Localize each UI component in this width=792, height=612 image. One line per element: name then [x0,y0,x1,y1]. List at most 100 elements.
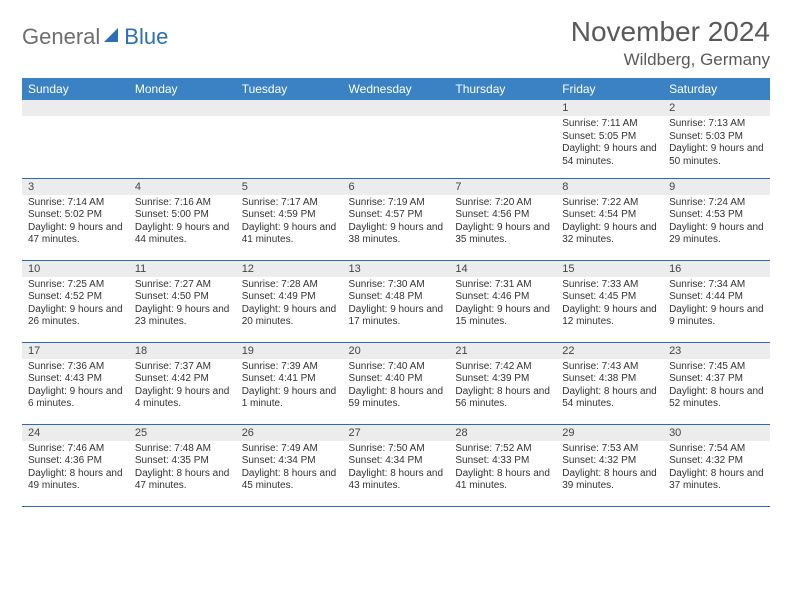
day-number: 23 [663,343,770,359]
weekday-header: Monday [129,78,236,100]
day-text: Sunrise: 7:34 AMSunset: 4:44 PMDaylight:… [663,277,770,333]
day-text: Sunrise: 7:31 AMSunset: 4:46 PMDaylight:… [449,277,556,333]
day-number: 29 [556,425,663,441]
calendar-cell: 15Sunrise: 7:33 AMSunset: 4:45 PMDayligh… [556,260,663,342]
calendar-cell: 2Sunrise: 7:13 AMSunset: 5:03 PMDaylight… [663,100,770,178]
day-number [343,100,450,116]
day-number: 2 [663,100,770,116]
day-number: 8 [556,179,663,195]
calendar-cell [22,100,129,178]
day-text: Sunrise: 7:25 AMSunset: 4:52 PMDaylight:… [22,277,129,333]
weekday-header: Wednesday [343,78,450,100]
calendar-cell: 13Sunrise: 7:30 AMSunset: 4:48 PMDayligh… [343,260,450,342]
day-text: Sunrise: 7:39 AMSunset: 4:41 PMDaylight:… [236,359,343,415]
calendar-cell: 7Sunrise: 7:20 AMSunset: 4:56 PMDaylight… [449,178,556,260]
calendar-cell: 10Sunrise: 7:25 AMSunset: 4:52 PMDayligh… [22,260,129,342]
day-number: 17 [22,343,129,359]
calendar-cell: 11Sunrise: 7:27 AMSunset: 4:50 PMDayligh… [129,260,236,342]
day-text: Sunrise: 7:20 AMSunset: 4:56 PMDaylight:… [449,195,556,251]
day-text: Sunrise: 7:22 AMSunset: 4:54 PMDaylight:… [556,195,663,251]
sail-icon [102,26,120,49]
day-number: 20 [343,343,450,359]
calendar-cell: 1Sunrise: 7:11 AMSunset: 5:05 PMDaylight… [556,100,663,178]
day-number: 26 [236,425,343,441]
calendar-cell: 21Sunrise: 7:42 AMSunset: 4:39 PMDayligh… [449,342,556,424]
day-number: 21 [449,343,556,359]
calendar-cell [449,100,556,178]
title-block: November 2024 Wildberg, Germany [571,16,770,70]
day-number: 22 [556,343,663,359]
day-number: 1 [556,100,663,116]
calendar-week: 10Sunrise: 7:25 AMSunset: 4:52 PMDayligh… [22,260,770,342]
calendar-cell: 27Sunrise: 7:50 AMSunset: 4:34 PMDayligh… [343,424,450,506]
day-number: 16 [663,261,770,277]
calendar-cell: 18Sunrise: 7:37 AMSunset: 4:42 PMDayligh… [129,342,236,424]
calendar-cell: 12Sunrise: 7:28 AMSunset: 4:49 PMDayligh… [236,260,343,342]
day-number: 14 [449,261,556,277]
day-text: Sunrise: 7:11 AMSunset: 5:05 PMDaylight:… [556,116,663,172]
calendar-body: 1Sunrise: 7:11 AMSunset: 5:05 PMDaylight… [22,100,770,506]
calendar-cell: 6Sunrise: 7:19 AMSunset: 4:57 PMDaylight… [343,178,450,260]
calendar-cell: 3Sunrise: 7:14 AMSunset: 5:02 PMDaylight… [22,178,129,260]
day-number: 11 [129,261,236,277]
weekday-header: Tuesday [236,78,343,100]
weekday-header: Friday [556,78,663,100]
day-number: 3 [22,179,129,195]
day-number: 25 [129,425,236,441]
day-text: Sunrise: 7:53 AMSunset: 4:32 PMDaylight:… [556,441,663,497]
calendar-cell: 19Sunrise: 7:39 AMSunset: 4:41 PMDayligh… [236,342,343,424]
weekday-header: Sunday [22,78,129,100]
day-number: 18 [129,343,236,359]
day-text: Sunrise: 7:54 AMSunset: 4:32 PMDaylight:… [663,441,770,497]
day-number: 4 [129,179,236,195]
calendar-cell: 29Sunrise: 7:53 AMSunset: 4:32 PMDayligh… [556,424,663,506]
day-number: 7 [449,179,556,195]
day-text: Sunrise: 7:19 AMSunset: 4:57 PMDaylight:… [343,195,450,251]
day-number: 15 [556,261,663,277]
day-text: Sunrise: 7:40 AMSunset: 4:40 PMDaylight:… [343,359,450,415]
day-text: Sunrise: 7:33 AMSunset: 4:45 PMDaylight:… [556,277,663,333]
weekday-header: Saturday [663,78,770,100]
calendar-cell: 23Sunrise: 7:45 AMSunset: 4:37 PMDayligh… [663,342,770,424]
day-text: Sunrise: 7:45 AMSunset: 4:37 PMDaylight:… [663,359,770,415]
calendar-cell: 17Sunrise: 7:36 AMSunset: 4:43 PMDayligh… [22,342,129,424]
calendar-cell: 14Sunrise: 7:31 AMSunset: 4:46 PMDayligh… [449,260,556,342]
calendar-cell [236,100,343,178]
day-text: Sunrise: 7:42 AMSunset: 4:39 PMDaylight:… [449,359,556,415]
day-text: Sunrise: 7:46 AMSunset: 4:36 PMDaylight:… [22,441,129,497]
day-text: Sunrise: 7:43 AMSunset: 4:38 PMDaylight:… [556,359,663,415]
day-number: 24 [22,425,129,441]
calendar-cell: 30Sunrise: 7:54 AMSunset: 4:32 PMDayligh… [663,424,770,506]
calendar-cell: 20Sunrise: 7:40 AMSunset: 4:40 PMDayligh… [343,342,450,424]
day-text: Sunrise: 7:50 AMSunset: 4:34 PMDaylight:… [343,441,450,497]
day-number [129,100,236,116]
day-text: Sunrise: 7:28 AMSunset: 4:49 PMDaylight:… [236,277,343,333]
day-text: Sunrise: 7:14 AMSunset: 5:02 PMDaylight:… [22,195,129,251]
day-text: Sunrise: 7:13 AMSunset: 5:03 PMDaylight:… [663,116,770,172]
day-number: 10 [22,261,129,277]
calendar-cell: 8Sunrise: 7:22 AMSunset: 4:54 PMDaylight… [556,178,663,260]
day-number: 12 [236,261,343,277]
day-text: Sunrise: 7:30 AMSunset: 4:48 PMDaylight:… [343,277,450,333]
calendar-cell: 16Sunrise: 7:34 AMSunset: 4:44 PMDayligh… [663,260,770,342]
day-number: 28 [449,425,556,441]
day-text: Sunrise: 7:27 AMSunset: 4:50 PMDaylight:… [129,277,236,333]
day-text: Sunrise: 7:48 AMSunset: 4:35 PMDaylight:… [129,441,236,497]
day-text: Sunrise: 7:36 AMSunset: 4:43 PMDaylight:… [22,359,129,415]
brand-gray: General [22,24,100,50]
weekday-header: Thursday [449,78,556,100]
day-number: 5 [236,179,343,195]
day-text: Sunrise: 7:24 AMSunset: 4:53 PMDaylight:… [663,195,770,251]
calendar-cell: 24Sunrise: 7:46 AMSunset: 4:36 PMDayligh… [22,424,129,506]
brand-blue: Blue [124,24,168,50]
calendar-cell: 9Sunrise: 7:24 AMSunset: 4:53 PMDaylight… [663,178,770,260]
calendar-week: 3Sunrise: 7:14 AMSunset: 5:02 PMDaylight… [22,178,770,260]
calendar-cell: 28Sunrise: 7:52 AMSunset: 4:33 PMDayligh… [449,424,556,506]
day-number [236,100,343,116]
calendar-cell: 26Sunrise: 7:49 AMSunset: 4:34 PMDayligh… [236,424,343,506]
calendar-cell [129,100,236,178]
calendar-table: SundayMondayTuesdayWednesdayThursdayFrid… [22,78,770,507]
day-text: Sunrise: 7:52 AMSunset: 4:33 PMDaylight:… [449,441,556,497]
day-text: Sunrise: 7:37 AMSunset: 4:42 PMDaylight:… [129,359,236,415]
month-title: November 2024 [571,16,770,48]
